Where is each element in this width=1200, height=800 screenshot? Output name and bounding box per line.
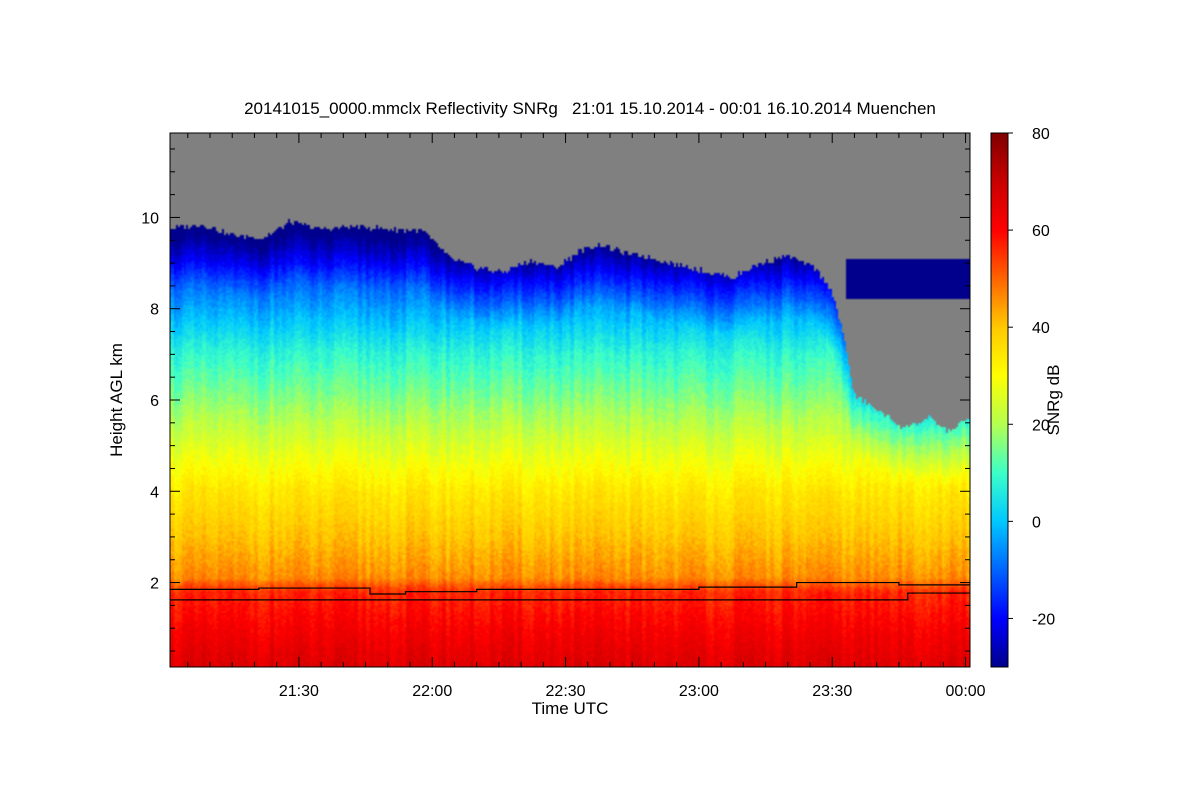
colorbar-tick-label: 20 (1032, 417, 1050, 434)
x-tick-label: 23:30 (812, 683, 852, 700)
y-tick-label: 4 (150, 484, 159, 501)
colorbar-tick-label: 40 (1032, 320, 1050, 337)
colorbar-tick-label: 80 (1032, 126, 1050, 143)
x-tick-label: 23:00 (679, 683, 719, 700)
colorbar-label: SNRg dB (1044, 365, 1063, 436)
colorbar-tick-label: 60 (1032, 223, 1050, 240)
y-axis: 2 4 6 8 10 (141, 148, 970, 652)
upper-black-line (170, 581, 970, 595)
x-tick-label: 22:00 (412, 683, 452, 700)
y-tick-label: 10 (141, 210, 159, 227)
reflectivity-heatmap (170, 133, 970, 667)
colorbar-tick-label: 0 (1032, 514, 1041, 531)
colorbar-axis: -20 0 20 40 60 80 (1008, 126, 1055, 628)
x-tick-label: 00:00 (946, 683, 986, 700)
chart-title: 20141015_0000.mmclx Reflectivity SNRg 21… (244, 99, 936, 118)
x-axis-label: Time UTC (532, 699, 609, 718)
colorbar (990, 132, 1009, 668)
y-tick-label: 2 (150, 576, 159, 593)
x-tick-label: 21:30 (279, 683, 319, 700)
y-tick-label: 8 (150, 302, 159, 319)
y-tick-label: 6 (150, 393, 159, 410)
lower-black-line (170, 592, 970, 601)
plot-area (170, 133, 970, 667)
colorbar-tick-label: -20 (1032, 611, 1055, 628)
x-axis: 21:30 22:00 22:30 23:00 23:30 00:00 (187, 133, 986, 700)
y-axis-label: Height AGL km (107, 343, 126, 457)
x-tick-label: 22:30 (546, 683, 586, 700)
boundary-lines (170, 581, 970, 601)
